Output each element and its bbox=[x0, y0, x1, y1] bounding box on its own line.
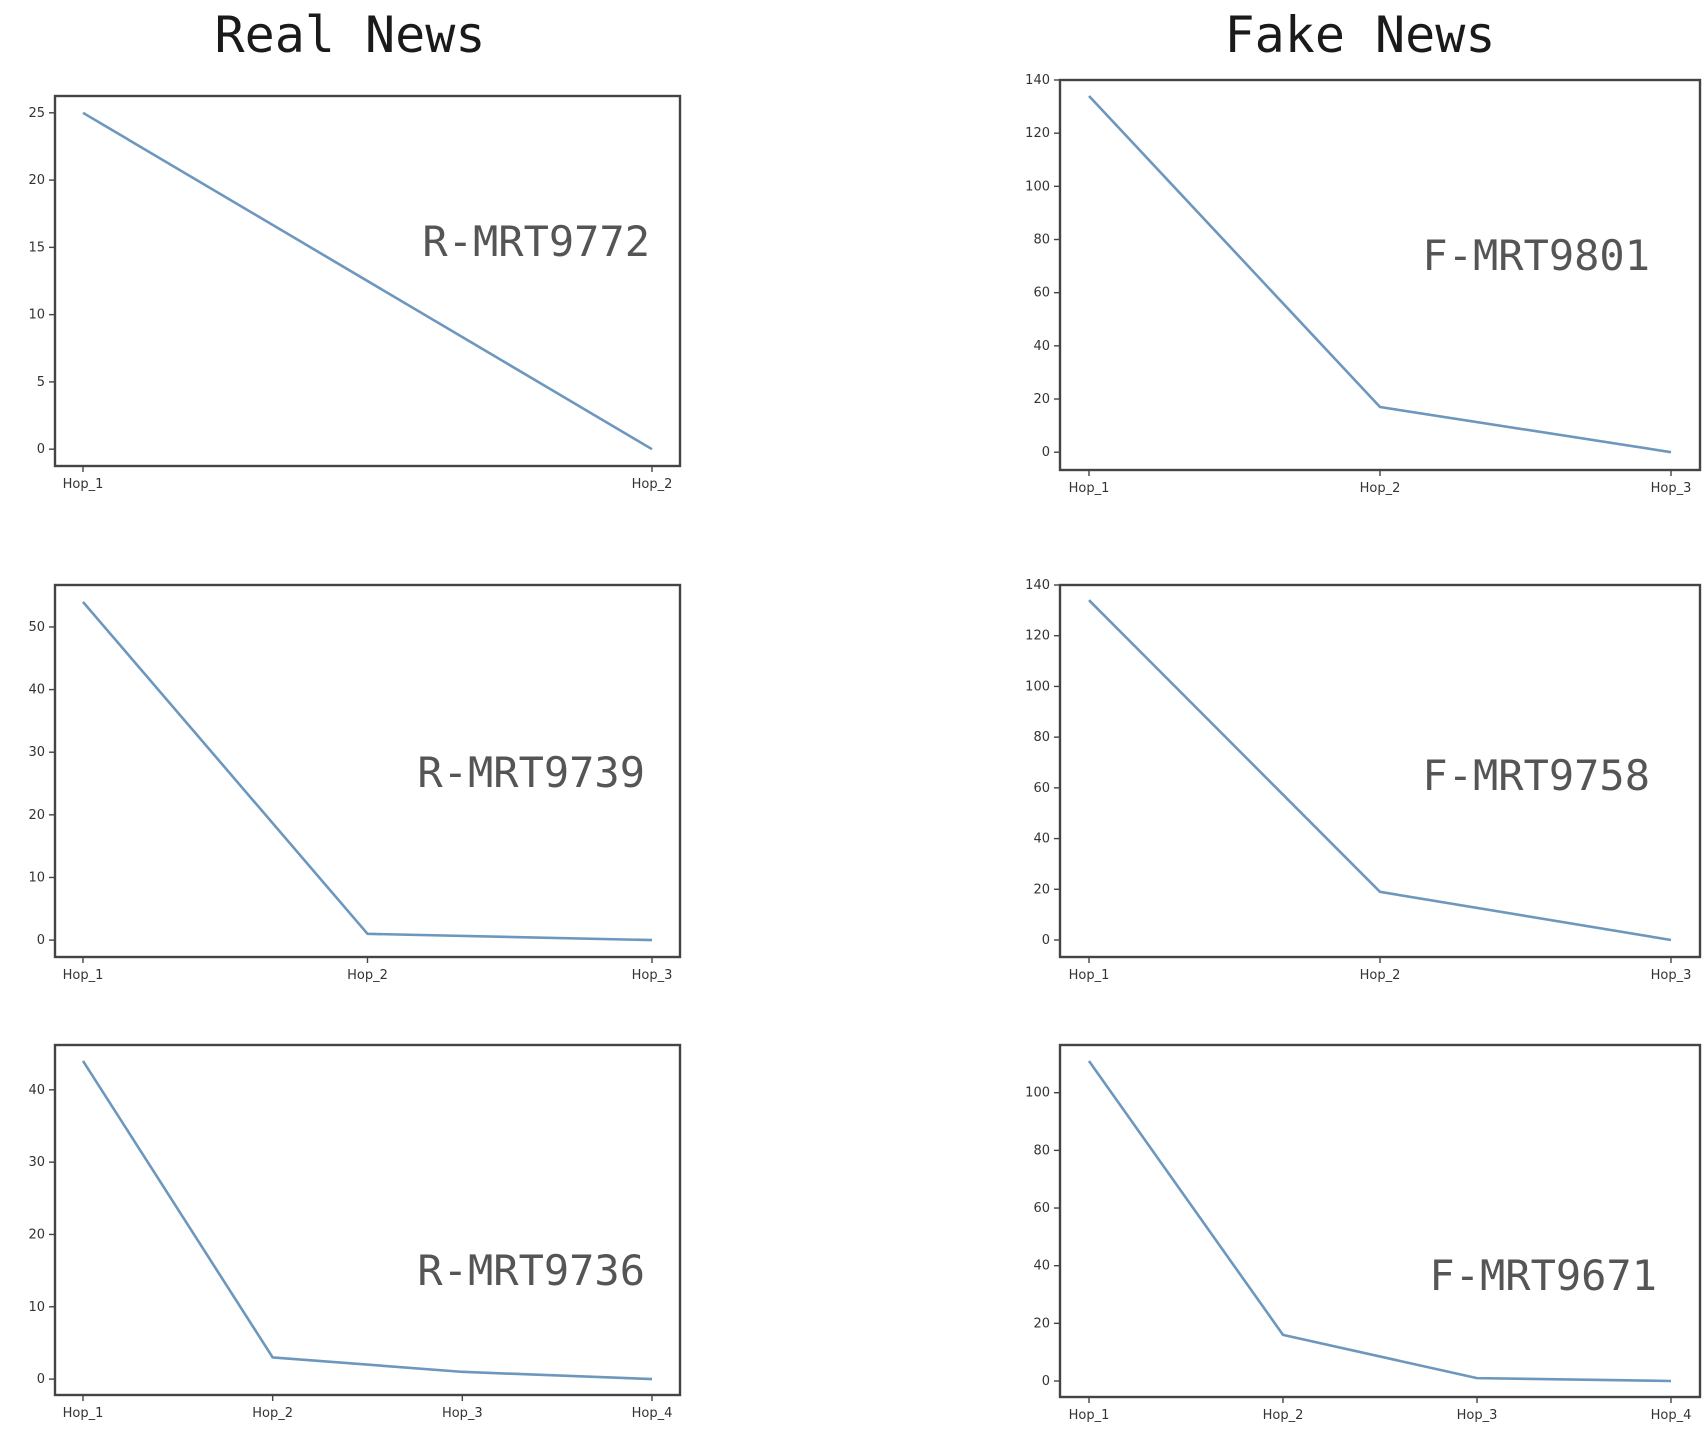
x-tick-label: Hop_1 bbox=[1069, 968, 1110, 983]
chart-r-mrt9736: 0 10 20 30 40 Hop_1 Hop_2 Hop_3 Hop_4 R-MRT9736 bbox=[28, 1043, 682, 1421]
x-tick-label: Hop_3 bbox=[632, 968, 673, 983]
y-tick-label: 100 bbox=[1025, 679, 1050, 694]
y-tick-label: 50 bbox=[28, 620, 45, 635]
y-tick-label: 120 bbox=[1025, 126, 1050, 141]
y-tick-label: 20 bbox=[1033, 1316, 1050, 1331]
plot-frame bbox=[53, 1043, 682, 1397]
y-tick-label: 5 bbox=[37, 375, 45, 390]
series-label: R-MRT9739 bbox=[417, 748, 645, 797]
chart-r-mrt9739: 0 10 20 30 40 50 Hop_1 Hop_2 Hop_3 R-MRT9739 bbox=[28, 583, 682, 983]
series-label: F-MRT9758 bbox=[1422, 751, 1650, 800]
y-tick-label: 140 bbox=[1025, 73, 1050, 88]
y-tick-label: 0 bbox=[1042, 933, 1050, 948]
chart-f-mrt9758: 0 20 40 60 80 100 120 140 Hop_1 Hop_2 Hop_3 F-MRT97… bbox=[1025, 578, 1702, 983]
series-line bbox=[1088, 599, 1672, 942]
y-tick-label: 0 bbox=[1042, 1374, 1050, 1389]
y-tick-label: 10 bbox=[28, 308, 45, 323]
series-line bbox=[1088, 95, 1672, 454]
series-line bbox=[1087, 1060, 1672, 1383]
plot-frame bbox=[53, 583, 682, 959]
y-tick-label: 80 bbox=[1033, 233, 1050, 248]
y-tick-label: 100 bbox=[1025, 1086, 1050, 1101]
fake-news-column-title: Fake News bbox=[1224, 6, 1496, 64]
y-tick-label: 0 bbox=[1042, 445, 1050, 460]
y-tick-label: 40 bbox=[1033, 832, 1050, 847]
y-tick-label: 0 bbox=[37, 1372, 45, 1387]
y-tick-label: 0 bbox=[37, 442, 45, 457]
y-tick-label: 140 bbox=[1025, 578, 1050, 593]
series-label: F-MRT9801 bbox=[1422, 231, 1650, 280]
y-tick-label: 30 bbox=[28, 1155, 45, 1170]
y-tick-label: 60 bbox=[1033, 286, 1050, 301]
x-tick-label: Hop_4 bbox=[1651, 1408, 1692, 1423]
x-tick-label: Hop_1 bbox=[63, 1406, 104, 1421]
x-tick-label: Hop_4 bbox=[632, 1406, 673, 1421]
x-tick-label: Hop_3 bbox=[1457, 1408, 1498, 1423]
series-line bbox=[82, 601, 653, 942]
y-tick-label: 30 bbox=[28, 745, 45, 760]
y-tick-label: 80 bbox=[1033, 730, 1050, 745]
y-tick-label: 40 bbox=[28, 683, 45, 698]
y-tick-label: 40 bbox=[1033, 1259, 1050, 1274]
x-tick-label: Hop_2 bbox=[1360, 968, 1401, 983]
plot-frame bbox=[1058, 583, 1702, 959]
chart-f-mrt9801: 0 20 40 60 80 100 120 140 Hop_1 Hop_2 Hop_3 F-MRT98… bbox=[1025, 73, 1702, 496]
series-line bbox=[82, 111, 653, 451]
chart-f-mrt9671: 0 20 40 60 80 100 Hop_1 Hop_2 Hop_3 Hop_4 F-MRT967… bbox=[1025, 1043, 1702, 1423]
series-label: F-MRT9671 bbox=[1429, 1251, 1657, 1300]
x-tick-label: Hop_1 bbox=[63, 968, 104, 983]
series-label: R-MRT9772 bbox=[422, 217, 650, 266]
y-tick-label: 120 bbox=[1025, 629, 1050, 644]
x-tick-label: Hop_1 bbox=[63, 477, 104, 492]
y-tick-label: 25 bbox=[28, 106, 45, 121]
y-tick-label: 20 bbox=[1033, 882, 1050, 897]
y-tick-label: 10 bbox=[28, 1300, 45, 1315]
x-tick-label: Hop_3 bbox=[442, 1406, 483, 1421]
y-tick-label: 20 bbox=[28, 1227, 45, 1242]
y-tick-label: 80 bbox=[1033, 1143, 1050, 1158]
y-tick-label: 20 bbox=[28, 808, 45, 823]
x-tick-label: Hop_1 bbox=[1069, 481, 1110, 496]
x-tick-label: Hop_2 bbox=[1360, 481, 1401, 496]
y-tick-label: 100 bbox=[1025, 179, 1050, 194]
x-tick-label: Hop_2 bbox=[632, 477, 673, 492]
y-tick-label: 20 bbox=[1033, 392, 1050, 407]
y-tick-label: 40 bbox=[1033, 339, 1050, 354]
x-tick-label: Hop_1 bbox=[1069, 1408, 1110, 1423]
x-tick-label: Hop_2 bbox=[1263, 1408, 1304, 1423]
x-tick-label: Hop_2 bbox=[347, 968, 388, 983]
y-tick-label: 60 bbox=[1033, 1201, 1050, 1216]
y-tick-label: 15 bbox=[28, 240, 45, 255]
chart-r-mrt9772: 0 5 10 15 20 25 Hop_1 Hop_2 R-MRT9772 bbox=[28, 94, 682, 492]
plot-frame bbox=[1058, 1043, 1702, 1399]
series-line bbox=[81, 1060, 653, 1381]
y-tick-label: 60 bbox=[1033, 781, 1050, 796]
plot-frame bbox=[1058, 78, 1702, 472]
x-tick-label: Hop_3 bbox=[1651, 481, 1692, 496]
y-tick-label: 10 bbox=[28, 870, 45, 885]
x-tick-label: Hop_3 bbox=[1651, 968, 1692, 983]
y-tick-label: 20 bbox=[28, 173, 45, 188]
real-news-column-title: Real News bbox=[214, 6, 486, 64]
y-tick-label: 0 bbox=[37, 933, 45, 948]
y-tick-label: 40 bbox=[28, 1083, 45, 1098]
series-label: R-MRT9736 bbox=[417, 1246, 645, 1295]
x-tick-label: Hop_2 bbox=[252, 1406, 293, 1421]
